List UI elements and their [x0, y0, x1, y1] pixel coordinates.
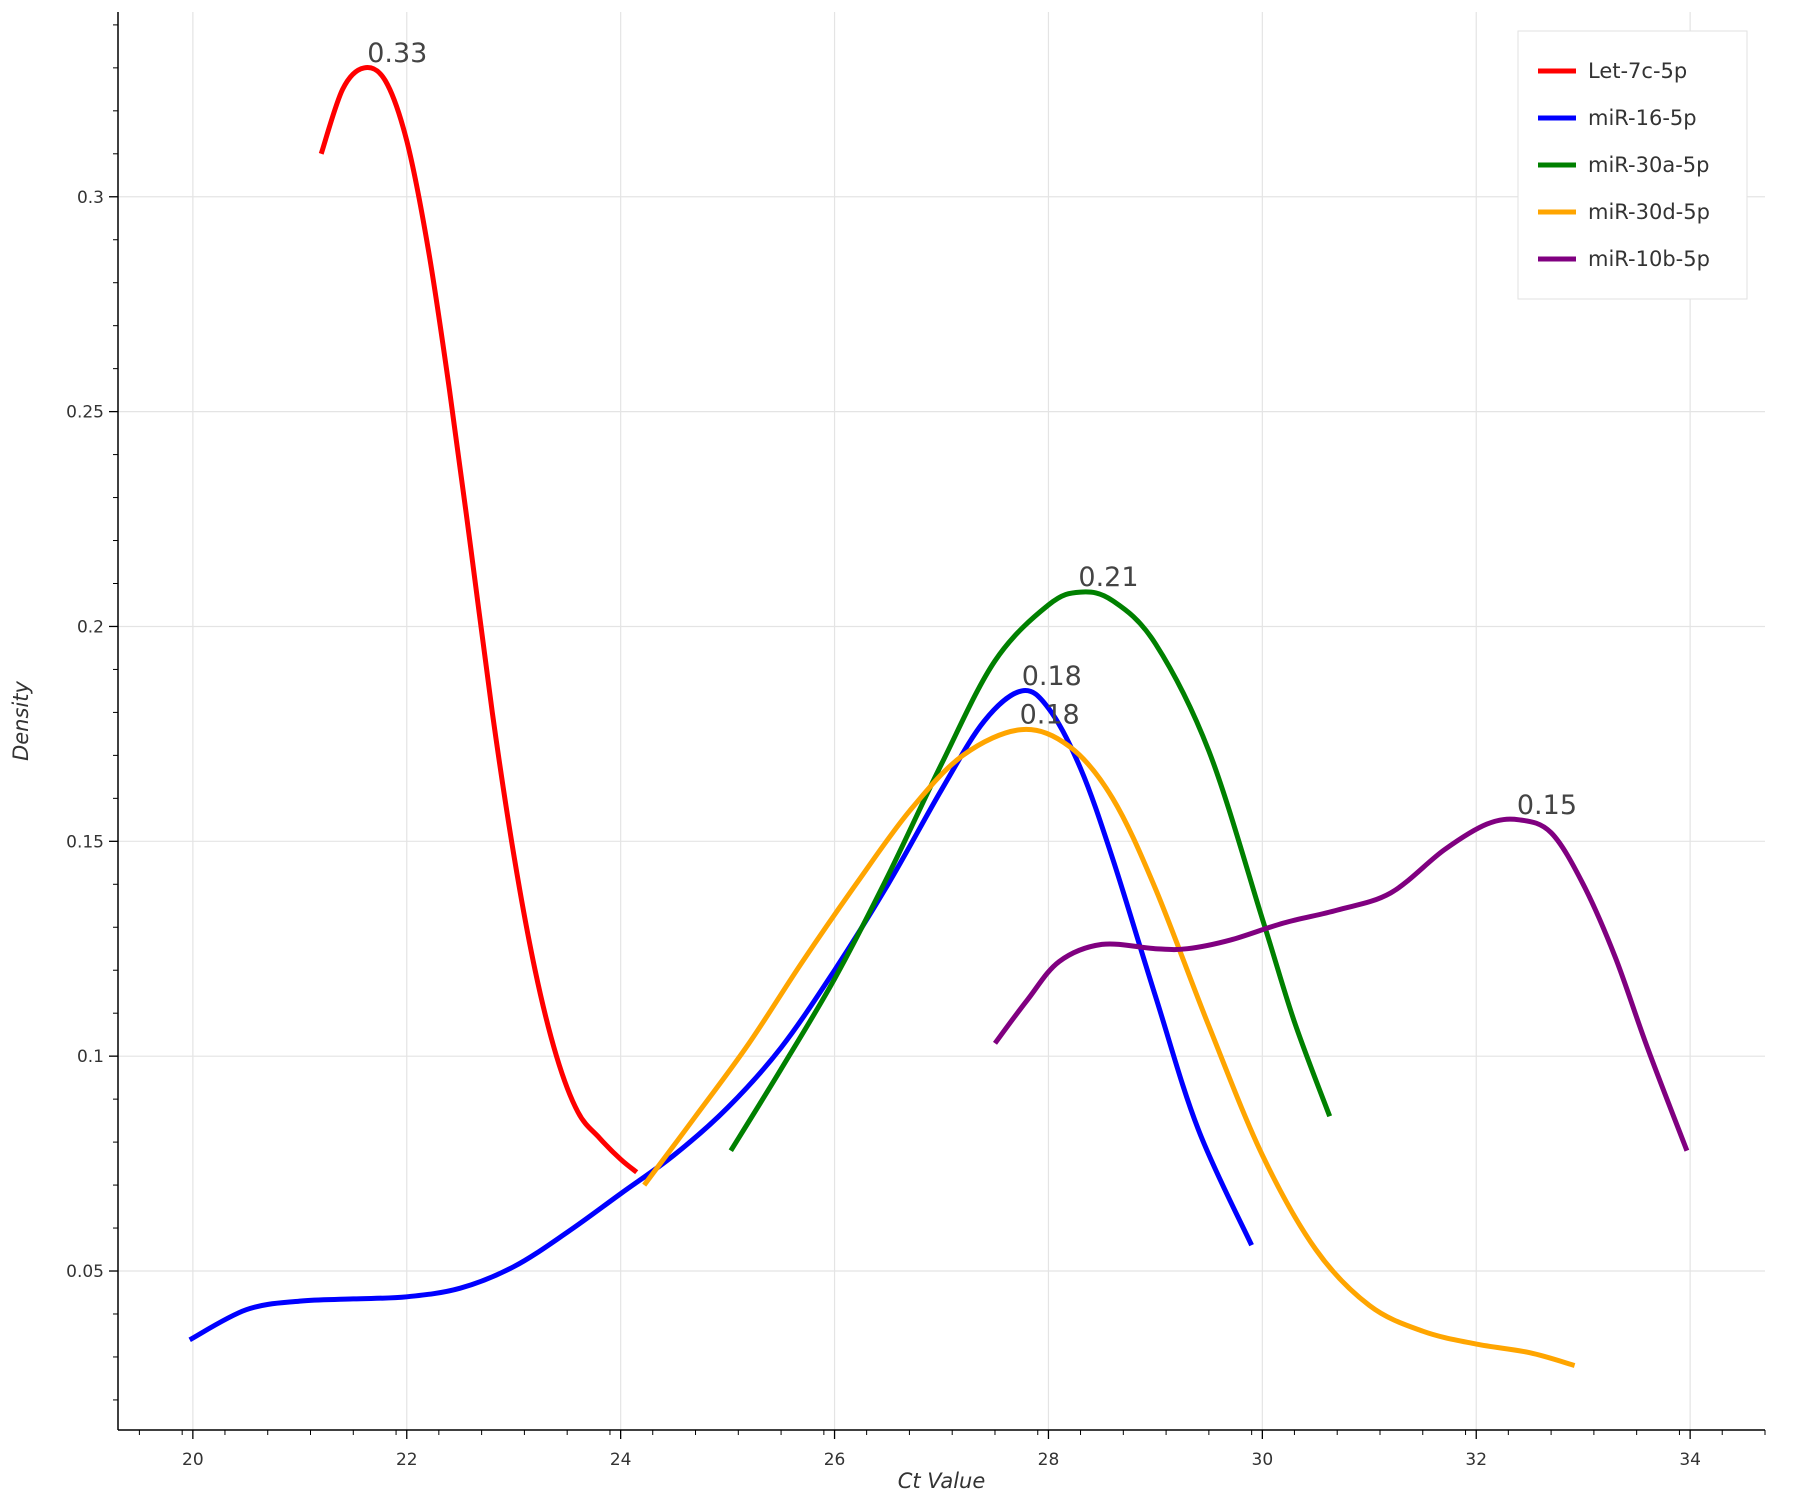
peak-label: 0.33 — [367, 38, 427, 69]
x-axis-title: Ct Value — [898, 1469, 986, 1493]
peak-label: 0.21 — [1078, 562, 1138, 593]
ticks: 20 22 24 26 28 30 32 34 0.05 0.1 0.15 0.2 0.25 0.3 — [66, 24, 1766, 1470]
legend-label: miR-10b-5p — [1588, 247, 1710, 271]
peak-label: 0.15 — [1517, 790, 1577, 821]
series-line-mir-30a-5p — [728, 589, 1333, 1153]
x-tick-label: 34 — [1679, 1450, 1701, 1470]
y-tick-label: 0.15 — [66, 832, 104, 852]
legend: Let-7c-5p miR-16-5p miR-30a-5p miR-30d-5p mi… — [1517, 30, 1748, 300]
y-tick-label: 0.1 — [77, 1047, 104, 1067]
x-tick-label: 20 — [182, 1450, 204, 1470]
legend-label: miR-30d-5p — [1588, 200, 1710, 224]
y-tick-label: 0.3 — [77, 188, 104, 208]
axes — [117, 12, 1765, 1431]
series-line-mir-16-5p — [188, 688, 1254, 1343]
peak-labels: 0.33 0.18 0.21 0.18 0.15 — [367, 38, 1577, 821]
x-tick-label: 30 — [1252, 1450, 1274, 1470]
series-line-mir-10b-5p — [992, 816, 1690, 1152]
y-axis-title: Density — [9, 681, 33, 761]
peak-label: 0.18 — [1022, 661, 1082, 692]
x-tick-label: 28 — [1038, 1450, 1060, 1470]
y-tick-label: 0.05 — [66, 1262, 104, 1282]
legend-label: miR-16-5p — [1588, 106, 1697, 130]
y-tick-label: 0.2 — [77, 617, 104, 637]
x-tick-label: 24 — [610, 1450, 632, 1470]
series-line-let-7c-5p — [318, 65, 639, 1175]
x-tick-label: 22 — [396, 1450, 418, 1470]
series-line-mir-30d-5p — [642, 726, 1576, 1368]
grid — [118, 12, 1765, 1430]
series-lines — [188, 65, 1690, 1368]
peak-label: 0.18 — [1020, 700, 1080, 731]
x-tick-label: 26 — [824, 1450, 846, 1470]
x-tick-label: 32 — [1465, 1450, 1487, 1470]
legend-label: Let-7c-5p — [1588, 59, 1687, 83]
y-tick-label: 0.25 — [66, 403, 104, 423]
legend-label: miR-30a-5p — [1588, 153, 1709, 177]
